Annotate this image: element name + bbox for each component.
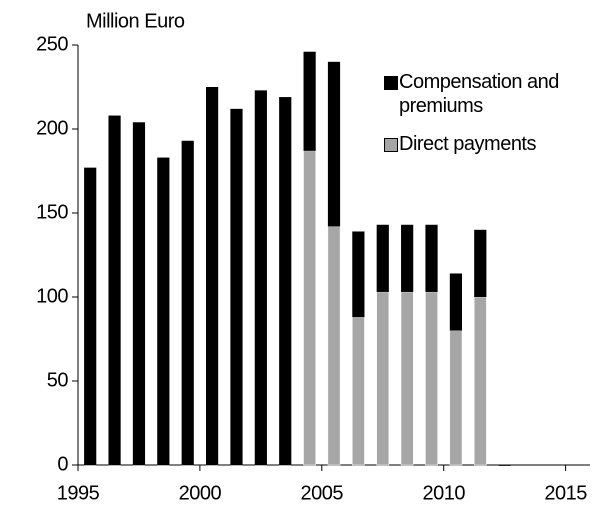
y-tick-label: 100 bbox=[36, 285, 68, 307]
bar-segment bbox=[132, 465, 146, 466]
y-axis-label: Million Euro bbox=[86, 10, 185, 32]
bar-segment bbox=[157, 157, 170, 465]
y-tick-label: 200 bbox=[36, 117, 68, 139]
x-tick-label: 2010 bbox=[422, 482, 465, 504]
bar-segment bbox=[108, 115, 121, 465]
bar-segment bbox=[352, 231, 365, 318]
bar-segment bbox=[181, 465, 194, 466]
bar-segment bbox=[206, 87, 219, 465]
y-tick-label: 150 bbox=[36, 201, 68, 223]
bar-segment bbox=[400, 291, 414, 466]
bar-segment bbox=[401, 224, 414, 292]
legend-swatch bbox=[384, 76, 398, 90]
bar-segment bbox=[279, 97, 292, 465]
bar-segment bbox=[474, 229, 487, 297]
bar-segment bbox=[181, 140, 194, 465]
bar-segment bbox=[352, 316, 365, 466]
bar-segment bbox=[206, 465, 219, 466]
bar-segment bbox=[157, 465, 170, 466]
legend-swatch bbox=[384, 138, 398, 152]
bar-segment bbox=[327, 226, 341, 466]
bar-segment bbox=[84, 167, 97, 465]
legend-label: Compensation and premiums bbox=[399, 71, 559, 117]
bar-segment bbox=[279, 465, 292, 466]
y-tick-label: 0 bbox=[57, 453, 68, 475]
x-tick-label: 1995 bbox=[57, 482, 100, 504]
bar-segment bbox=[425, 291, 438, 466]
bar-segment bbox=[303, 150, 316, 466]
y-tick-label: 250 bbox=[36, 33, 68, 55]
bar-segment bbox=[132, 122, 146, 465]
bar-segment bbox=[303, 51, 316, 151]
bar-segment bbox=[498, 465, 511, 466]
bar-segment bbox=[254, 465, 267, 466]
bar-segment bbox=[230, 108, 243, 465]
x-tick-label: 2000 bbox=[179, 482, 222, 504]
bar-segment bbox=[376, 291, 390, 466]
bar-segment bbox=[473, 296, 487, 466]
bar-segment bbox=[449, 330, 463, 466]
x-tick-label: 2005 bbox=[301, 482, 344, 504]
y-tick-label: 50 bbox=[47, 369, 69, 391]
legend-label: Direct payments bbox=[399, 133, 537, 155]
bar-segment bbox=[230, 465, 243, 466]
bar-segment bbox=[254, 90, 267, 466]
x-tick-label: 2015 bbox=[544, 482, 587, 504]
bar-segment bbox=[425, 224, 438, 292]
bar-segment bbox=[327, 61, 341, 227]
bar-segment bbox=[108, 465, 121, 466]
bar-segment bbox=[449, 273, 462, 331]
bar-segment bbox=[84, 465, 97, 466]
bar-segment bbox=[376, 224, 389, 292]
